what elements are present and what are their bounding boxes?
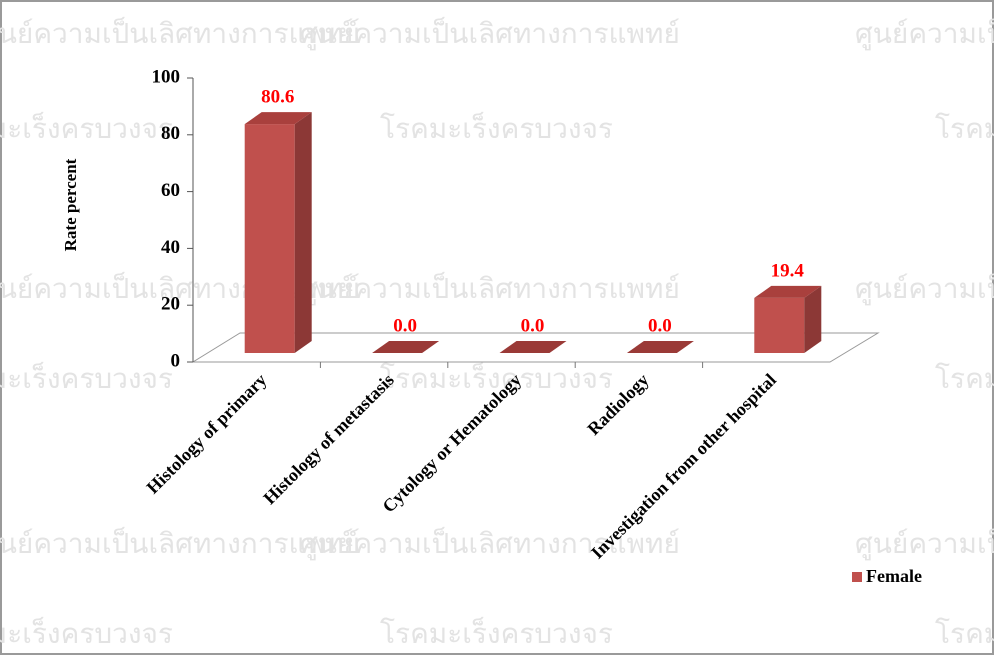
y-tick-label: 0	[171, 350, 181, 371]
bar-top	[244, 112, 312, 125]
watermark: ศูนย์ความเป็นเลิศทางการแพทย์	[855, 526, 994, 561]
bar-top	[499, 341, 567, 353]
watermark: ศูนย์ความเป็นเลิศทางการแพทย์	[300, 16, 680, 51]
legend-label: Female	[866, 566, 922, 586]
watermark: โรคมะเร็งครบวงจร	[0, 111, 173, 145]
value-label: 0.0	[648, 315, 672, 336]
y-tick-label: 80	[161, 123, 180, 144]
y-tick-label: 20	[161, 294, 180, 315]
watermark: ศูนย์ความเป็นเลิศทางการแพทย์	[300, 271, 680, 306]
bar-top	[626, 341, 694, 353]
watermark: โรคมะเร็งครบวงจร	[935, 361, 994, 395]
bar-top	[372, 341, 440, 353]
watermark: โรคมะเร็งครบวงจร	[935, 111, 994, 145]
bar-front	[244, 124, 295, 353]
watermark: โรคมะเร็งครบวงจร	[935, 616, 994, 650]
watermark: โรคมะเร็งครบวงจร	[380, 616, 613, 650]
bar-side	[804, 285, 822, 353]
watermarks: ศูนย์ความเป็นเลิศทางการแพทย์ศูนย์ความเป็…	[0, 16, 994, 650]
watermark: โรคมะเร็งครบวงจร	[380, 111, 613, 145]
bar-front	[754, 297, 805, 353]
value-label: 19.4	[771, 260, 805, 281]
watermark: ศูนย์ความเป็นเลิศทางการแพทย์	[855, 271, 994, 306]
watermark: โรคมะเร็งครบวงจร	[0, 361, 173, 395]
value-label: 0.0	[393, 315, 417, 336]
value-label: 80.6	[261, 86, 294, 107]
y-axis-label: Rate percent	[61, 158, 80, 251]
watermark: ศูนย์ความเป็นเลิศทางการแพทย์	[0, 16, 360, 51]
value-label: 0.0	[521, 315, 545, 336]
watermark: โรคมะเร็งครบวงจร	[380, 361, 613, 395]
y-tick-label: 40	[161, 237, 180, 258]
watermark: ศูนย์ความเป็นเลิศทางการแพทย์	[855, 16, 994, 51]
watermark: ศูนย์ความเป็นเลิศทางการแพทย์	[300, 526, 680, 561]
bar-top	[754, 285, 822, 298]
watermark: โรคมะเร็งครบวงจร	[0, 616, 173, 650]
watermark: ศูนย์ความเป็นเลิศทางการแพทย์	[0, 526, 360, 561]
bar-side	[294, 112, 312, 353]
legend-swatch	[852, 572, 862, 582]
y-tick-label: 100	[152, 66, 181, 87]
y-tick-label: 60	[161, 180, 180, 201]
